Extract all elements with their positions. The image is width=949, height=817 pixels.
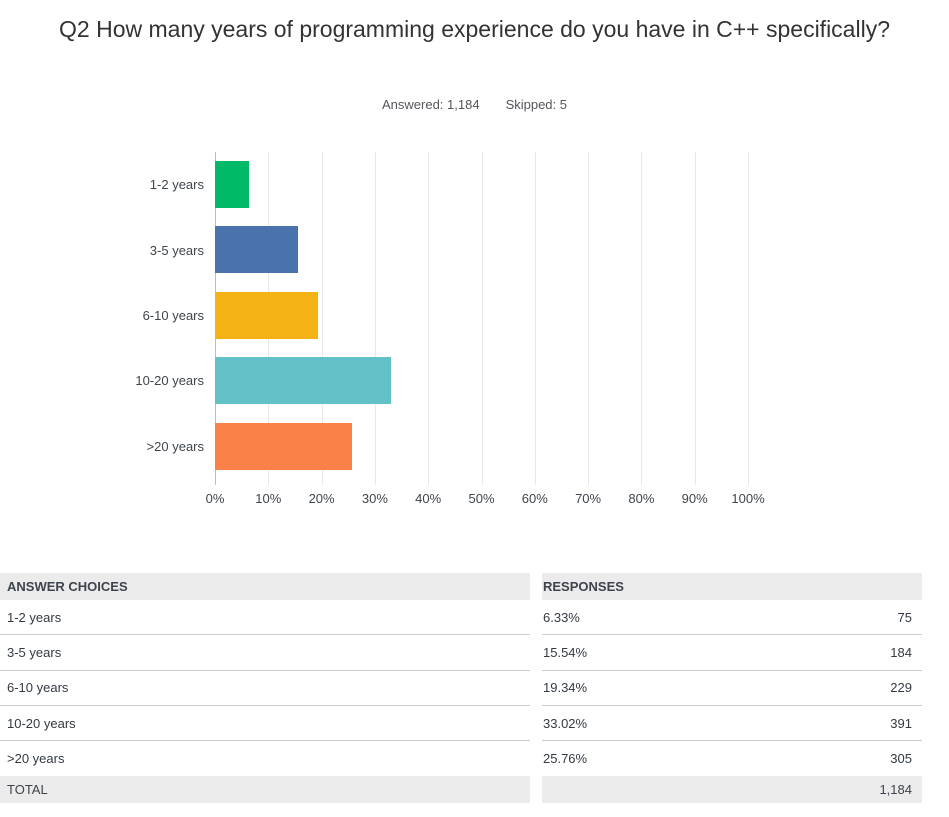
answer-choice-cell: 1-2 years bbox=[0, 600, 530, 636]
answer-stats: Answered: 1,184 Skipped: 5 bbox=[0, 97, 949, 112]
table-header-row: ANSWER CHOICES RESPONSES bbox=[0, 573, 922, 600]
gridline bbox=[374, 152, 376, 485]
responses-cell: 19.34% 229 bbox=[542, 671, 922, 706]
responses-cell: 6.33% 75 bbox=[542, 600, 922, 636]
x-axis-tick-label: 50% bbox=[468, 491, 495, 506]
total-value: 1,184 bbox=[542, 776, 922, 804]
category-label: 6-10 years bbox=[142, 307, 204, 323]
gridline bbox=[694, 152, 696, 485]
x-axis-tick-label: 10% bbox=[255, 491, 282, 506]
response-percent: 25.76% bbox=[543, 751, 588, 767]
response-percent: 19.34% bbox=[543, 680, 588, 696]
x-axis-tick-label: 40% bbox=[415, 491, 442, 506]
results-table: ANSWER CHOICES RESPONSES 1-2 years 6.33% 7… bbox=[0, 573, 922, 804]
gridline bbox=[588, 152, 590, 485]
column-gap bbox=[530, 671, 542, 706]
x-axis-tick-label: 60% bbox=[521, 491, 548, 506]
x-axis-tick-label: 100% bbox=[731, 491, 765, 506]
bar-row bbox=[215, 414, 748, 479]
table-body: 1-2 years 6.33% 75 3-5 years 15.54% 184 6-10 y… bbox=[0, 600, 922, 776]
x-axis-tick-label: 30% bbox=[361, 491, 388, 506]
bar bbox=[215, 226, 298, 274]
page-title: Q2 How many years of programming experie… bbox=[59, 16, 890, 42]
bar bbox=[215, 161, 249, 208]
column-gap bbox=[530, 600, 542, 635]
table-row: 3-5 years 15.54% 184 bbox=[0, 635, 922, 671]
responses-cell: 33.02% 391 bbox=[542, 706, 922, 742]
x-axis-tick-label: 20% bbox=[308, 491, 335, 506]
gridline bbox=[534, 152, 536, 485]
gridline bbox=[428, 152, 430, 485]
response-percent: 33.02% bbox=[543, 715, 588, 731]
bar bbox=[215, 422, 353, 470]
response-percent: 6.33% bbox=[543, 609, 580, 625]
category-label: >20 years bbox=[146, 438, 204, 454]
x-axis-tick-label: 0% bbox=[205, 491, 225, 506]
x-axis-tick-label: 80% bbox=[628, 491, 655, 506]
answer-choice-cell: 6-10 years bbox=[0, 671, 530, 706]
table-row: >20 years 25.76% 305 bbox=[0, 741, 922, 776]
column-gap bbox=[530, 573, 542, 600]
gridline bbox=[481, 152, 483, 485]
response-count: 229 bbox=[890, 680, 912, 696]
table-row: 6-10 years 19.34% 229 bbox=[0, 671, 922, 706]
table-header-responses: RESPONSES bbox=[542, 573, 922, 600]
answer-choice-cell: 3-5 years bbox=[0, 635, 530, 671]
answer-choice-cell: >20 years bbox=[7, 751, 65, 767]
table-row: 1-2 years 6.33% 75 bbox=[0, 600, 922, 636]
response-count: 75 bbox=[897, 609, 912, 625]
response-count: 184 bbox=[890, 644, 912, 660]
category-label: 1-2 years bbox=[149, 177, 204, 193]
total-label: TOTAL bbox=[0, 776, 530, 804]
response-percent: 15.54% bbox=[543, 644, 588, 660]
category-label: 10-20 years bbox=[135, 373, 204, 389]
bar bbox=[215, 357, 391, 405]
bar-row bbox=[215, 348, 748, 413]
table-header-answer-choices: ANSWER CHOICES bbox=[0, 573, 530, 600]
response-count: 391 bbox=[890, 715, 912, 731]
gridline bbox=[321, 152, 323, 485]
total-row: TOTAL 1,184 bbox=[0, 776, 922, 804]
bar-row bbox=[215, 283, 748, 348]
gridline bbox=[748, 152, 749, 485]
bar bbox=[215, 291, 319, 339]
responses-cell: 15.54% 184 bbox=[542, 635, 922, 671]
category-label: 3-5 years bbox=[149, 242, 204, 258]
category-axis: 1-2 years 3-5 years 6-10 years 10-20 years >… bbox=[0, 152, 204, 479]
bar-row bbox=[215, 152, 748, 217]
skipped-count: Skipped: 5 bbox=[505, 97, 567, 112]
gridline bbox=[641, 152, 643, 485]
column-gap bbox=[530, 776, 542, 803]
answer-choice-cell: 10-20 years bbox=[0, 706, 530, 742]
column-gap bbox=[530, 635, 542, 670]
responses-cell: 25.76% 305 bbox=[542, 741, 922, 776]
response-count: 305 bbox=[890, 751, 912, 767]
table-row: 10-20 years 33.02% 391 bbox=[0, 706, 922, 742]
x-axis: 0% 10% 20% 30% 40% 50% 60% 70% 80% 90% 100% bbox=[206, 491, 765, 507]
x-axis-tick-label: 90% bbox=[681, 491, 708, 506]
column-gap bbox=[530, 741, 542, 776]
bar-row bbox=[215, 217, 748, 282]
answered-count: Answered: 1,184 bbox=[381, 97, 480, 112]
x-axis-tick-label: 70% bbox=[575, 491, 602, 506]
bar-chart-plot-area bbox=[215, 152, 749, 485]
column-gap bbox=[530, 706, 542, 741]
